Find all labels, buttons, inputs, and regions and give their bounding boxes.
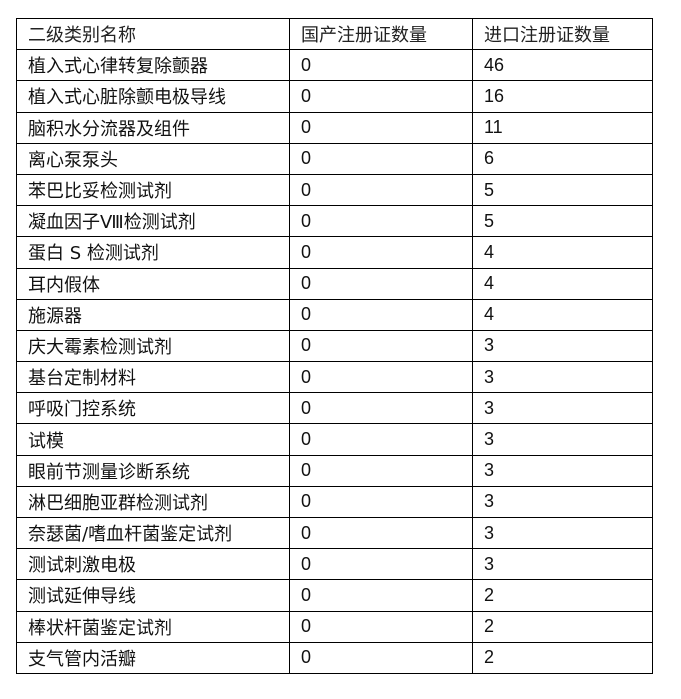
- import-count-cell: 4: [472, 236, 653, 269]
- category-cell: 测试延伸导线: [16, 579, 290, 612]
- category-cell: 脑积水分流器及组件: [16, 111, 290, 144]
- table-row: 基台定制材料 0 3: [16, 361, 653, 394]
- category-cell: 离心泵泵头: [16, 142, 290, 175]
- import-count-cell: 3: [472, 454, 653, 487]
- table-row: 棒状杆菌鉴定试剂 0 2: [16, 610, 653, 643]
- domestic-count-cell: 0: [289, 236, 473, 269]
- table-row: 施源器 0 4: [16, 298, 653, 331]
- import-count-cell: 4: [472, 298, 653, 331]
- import-count-cell: 4: [472, 267, 653, 300]
- category-cell: 施源器: [16, 298, 290, 331]
- import-count-cell: 16: [472, 80, 653, 113]
- import-count-cell: 2: [472, 610, 653, 643]
- domestic-count-cell: 0: [289, 423, 473, 456]
- table-row: 淋巴细胞亚群检测试剂 0 3: [16, 485, 653, 519]
- import-count-cell: 3: [472, 329, 653, 363]
- import-count-cell: 5: [472, 173, 653, 207]
- domestic-count-cell: 0: [289, 80, 473, 113]
- domestic-count-cell: 0: [289, 610, 473, 643]
- category-cell: 支气管内活瓣: [16, 641, 290, 674]
- domestic-count-cell: 0: [289, 579, 473, 612]
- category-cell: 苯巴比妥检测试剂: [16, 173, 290, 207]
- category-cell: 庆大霉素检测试剂: [16, 329, 290, 363]
- registration-table: 二级类别名称 国产注册证数量 进口注册证数量 植入式心律转复除颤器 0 46 植入式心…: [16, 17, 653, 674]
- category-cell: 测试刺激电极: [16, 548, 290, 581]
- import-count-cell: 5: [472, 205, 653, 238]
- domestic-count-cell: 0: [289, 516, 473, 550]
- domestic-count-cell: 0: [289, 361, 473, 394]
- category-cell: 凝血因子Ⅷ检测试剂: [16, 205, 290, 238]
- table-header-row: 二级类别名称 国产注册证数量 进口注册证数量: [16, 17, 653, 51]
- table-row: 苯巴比妥检测试剂 0 5: [16, 173, 653, 207]
- import-count-cell: 3: [472, 516, 653, 550]
- domestic-count-cell: 0: [289, 267, 473, 300]
- domestic-count-cell: 0: [289, 485, 473, 519]
- import-count-cell: 6: [472, 142, 653, 175]
- header-domestic-count: 国产注册证数量: [289, 17, 473, 51]
- domestic-count-cell: 0: [289, 329, 473, 363]
- table-row: 植入式心律转复除颤器 0 46: [16, 49, 653, 82]
- import-count-cell: 3: [472, 485, 653, 519]
- import-count-cell: 3: [472, 548, 653, 581]
- domestic-count-cell: 0: [289, 173, 473, 207]
- table-row: 奈瑟菌/嗜血杆菌鉴定试剂 0 3: [16, 516, 653, 550]
- table-row: 耳内假体 0 4: [16, 267, 653, 300]
- category-cell: 试模: [16, 423, 290, 456]
- category-cell: 奈瑟菌/嗜血杆菌鉴定试剂: [16, 516, 290, 550]
- table-row: 蛋白 S 检测试剂 0 4: [16, 236, 653, 269]
- category-cell: 耳内假体: [16, 267, 290, 300]
- table-row: 脑积水分流器及组件 0 11: [16, 111, 653, 144]
- table-row: 凝血因子Ⅷ检测试剂 0 5: [16, 205, 653, 238]
- category-cell: 淋巴细胞亚群检测试剂: [16, 485, 290, 519]
- category-cell: 呼吸门控系统: [16, 392, 290, 425]
- category-cell: 植入式心脏除颤电极导线: [16, 80, 290, 113]
- domestic-count-cell: 0: [289, 111, 473, 144]
- table-row: 试模 0 3: [16, 423, 653, 456]
- domestic-count-cell: 0: [289, 49, 473, 82]
- table-row: 呼吸门控系统 0 3: [16, 392, 653, 425]
- category-cell: 蛋白 S 检测试剂: [16, 236, 290, 269]
- domestic-count-cell: 0: [289, 454, 473, 487]
- import-count-cell: 2: [472, 579, 653, 612]
- table-row: 支气管内活瓣 0 2: [16, 641, 653, 674]
- table-row: 离心泵泵头 0 6: [16, 142, 653, 175]
- category-cell: 植入式心律转复除颤器: [16, 49, 290, 82]
- import-count-cell: 11: [472, 111, 653, 144]
- import-count-cell: 2: [472, 641, 653, 674]
- domestic-count-cell: 0: [289, 298, 473, 331]
- category-cell: 基台定制材料: [16, 361, 290, 394]
- header-import-count: 进口注册证数量: [472, 17, 653, 51]
- table-row: 庆大霉素检测试剂 0 3: [16, 329, 653, 363]
- category-cell: 棒状杆菌鉴定试剂: [16, 610, 290, 643]
- import-count-cell: 46: [472, 49, 653, 82]
- domestic-count-cell: 0: [289, 392, 473, 425]
- domestic-count-cell: 0: [289, 548, 473, 581]
- import-count-cell: 3: [472, 423, 653, 456]
- category-cell: 眼前节测量诊断系统: [16, 454, 290, 487]
- table-row: 测试延伸导线 0 2: [16, 579, 653, 612]
- table-row: 眼前节测量诊断系统 0 3: [16, 454, 653, 487]
- domestic-count-cell: 0: [289, 205, 473, 238]
- domestic-count-cell: 0: [289, 641, 473, 674]
- import-count-cell: 3: [472, 392, 653, 425]
- table-row: 测试刺激电极 0 3: [16, 548, 653, 581]
- domestic-count-cell: 0: [289, 142, 473, 175]
- table-row: 植入式心脏除颤电极导线 0 16: [16, 80, 653, 113]
- header-category: 二级类别名称: [16, 17, 290, 51]
- import-count-cell: 3: [472, 361, 653, 394]
